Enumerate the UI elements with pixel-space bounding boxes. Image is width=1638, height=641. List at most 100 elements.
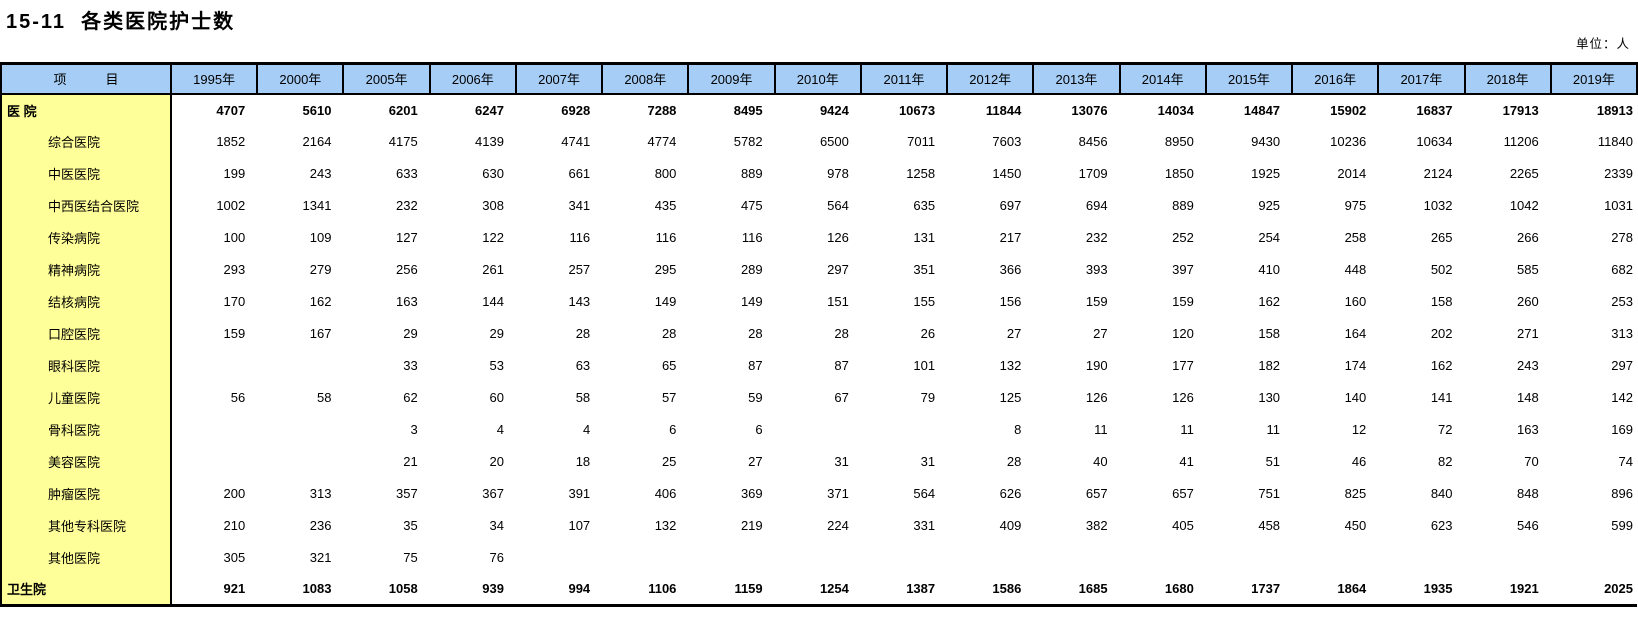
value-cell: 74 [1550, 445, 1637, 478]
table-row: 综合医院 1852 2164 4175 4139 4741 4774 5782 6500 7011… [0, 125, 1637, 158]
value-cell: 200 [171, 477, 258, 510]
value-cell: 1935 [1378, 573, 1465, 607]
value-cell: 994 [515, 573, 603, 607]
value-cell: 975 [1292, 189, 1379, 222]
value-cell: 162 [1378, 349, 1465, 382]
value-cell: 564 [774, 189, 861, 222]
value-cell: 278 [1550, 221, 1637, 254]
value-cell: 149 [602, 285, 689, 318]
value-cell: 126 [1119, 381, 1206, 414]
value-cell: 7603 [947, 125, 1034, 158]
value-cell: 458 [1205, 509, 1293, 542]
value-cell: 116 [515, 221, 603, 254]
value-cell: 1159 [688, 573, 775, 607]
value-cell: 125 [947, 381, 1034, 414]
value-cell: 132 [602, 509, 689, 542]
value-cell: 130 [1205, 381, 1293, 414]
value-cell: 279 [257, 253, 344, 286]
value-cell: 10236 [1292, 125, 1379, 158]
value-cell: 18 [515, 445, 603, 478]
value-cell: 158 [1205, 317, 1293, 350]
table-header: 项 目 1995年 2000年 2005年 2006年 2007年 2008年 2009年 20… [0, 62, 1638, 95]
value-cell: 29 [429, 317, 516, 350]
value-cell: 1852 [171, 125, 258, 158]
row-label: 卫生院 [0, 573, 172, 607]
value-cell: 70 [1464, 445, 1551, 478]
page-title: 15-11 各类医院护士数 [6, 11, 236, 33]
value-cell: 840 [1378, 477, 1465, 510]
value-cell: 2124 [1378, 157, 1465, 190]
value-cell: 158 [1378, 285, 1465, 318]
value-cell: 141 [1378, 381, 1465, 414]
value-cell: 382 [1033, 509, 1120, 542]
value-cell: 257 [515, 253, 603, 286]
value-cell: 12 [1292, 413, 1379, 446]
value-cell: 367 [429, 477, 516, 510]
value-cell: 60 [429, 381, 516, 414]
table-row: 美容医院 21 20 18 25 27 31 31 28 40 41 51 46 82 70 74 [0, 445, 1637, 478]
column-header-year: 2008年 [601, 62, 690, 95]
value-cell: 122 [429, 221, 516, 254]
value-cell: 109 [257, 221, 344, 254]
row-label: 精神病院 [0, 253, 172, 286]
value-cell: 127 [343, 221, 430, 254]
value-cell [860, 541, 948, 574]
value-cell: 210 [171, 509, 258, 542]
column-header-year: 2013年 [1032, 62, 1121, 95]
value-cell: 502 [1378, 253, 1465, 286]
value-cell: 321 [257, 541, 344, 574]
value-cell: 1709 [1033, 157, 1120, 190]
value-cell: 224 [774, 509, 861, 542]
value-cell [257, 413, 344, 446]
value-cell: 1254 [774, 573, 861, 607]
value-cell: 308 [429, 189, 516, 222]
value-cell: 4774 [602, 125, 689, 158]
value-cell: 31 [860, 445, 948, 478]
value-cell: 369 [688, 477, 775, 510]
value-cell: 232 [1033, 221, 1120, 254]
value-cell: 1387 [860, 573, 948, 607]
nurses-by-hospital-type-table: 项 目 1995年 2000年 2005年 2006年 2007年 2008年 2009年 20… [0, 62, 1638, 607]
value-cell: 2014 [1292, 157, 1379, 190]
value-cell: 56 [171, 381, 258, 414]
value-cell: 1031 [1550, 189, 1637, 222]
value-cell: 271 [1464, 317, 1551, 350]
value-cell: 253 [1550, 285, 1637, 318]
value-cell: 14847 [1205, 93, 1293, 126]
value-cell: 4175 [343, 125, 430, 158]
column-header-year: 2017年 [1377, 62, 1466, 95]
value-cell: 53 [429, 349, 516, 382]
value-cell: 635 [860, 189, 948, 222]
value-cell: 14034 [1119, 93, 1206, 126]
value-cell: 1042 [1464, 189, 1551, 222]
value-cell: 261 [429, 253, 516, 286]
value-cell: 169 [1550, 413, 1637, 446]
value-cell: 978 [774, 157, 861, 190]
row-label: 综合医院 [0, 125, 172, 158]
value-cell: 289 [688, 253, 775, 286]
value-cell [257, 349, 344, 382]
value-cell: 626 [947, 477, 1034, 510]
value-cell: 295 [602, 253, 689, 286]
value-cell: 6247 [429, 93, 516, 126]
value-cell: 2164 [257, 125, 344, 158]
value-cell: 4139 [429, 125, 516, 158]
value-cell: 4 [429, 413, 516, 446]
value-cell: 16837 [1378, 93, 1465, 126]
value-cell: 939 [429, 573, 516, 607]
value-cell: 27 [1033, 317, 1120, 350]
value-cell: 167 [257, 317, 344, 350]
value-cell [1119, 541, 1206, 574]
value-cell: 8495 [688, 93, 775, 126]
value-cell: 63 [515, 349, 603, 382]
value-cell: 313 [257, 477, 344, 510]
value-cell: 15902 [1292, 93, 1379, 126]
value-cell: 28 [947, 445, 1034, 478]
value-cell: 148 [1464, 381, 1551, 414]
value-cell: 11840 [1550, 125, 1637, 158]
value-cell: 31 [774, 445, 861, 478]
column-header-year: 2014年 [1118, 62, 1207, 95]
value-cell [171, 445, 258, 478]
value-cell: 623 [1378, 509, 1465, 542]
value-cell: 159 [1033, 285, 1120, 318]
